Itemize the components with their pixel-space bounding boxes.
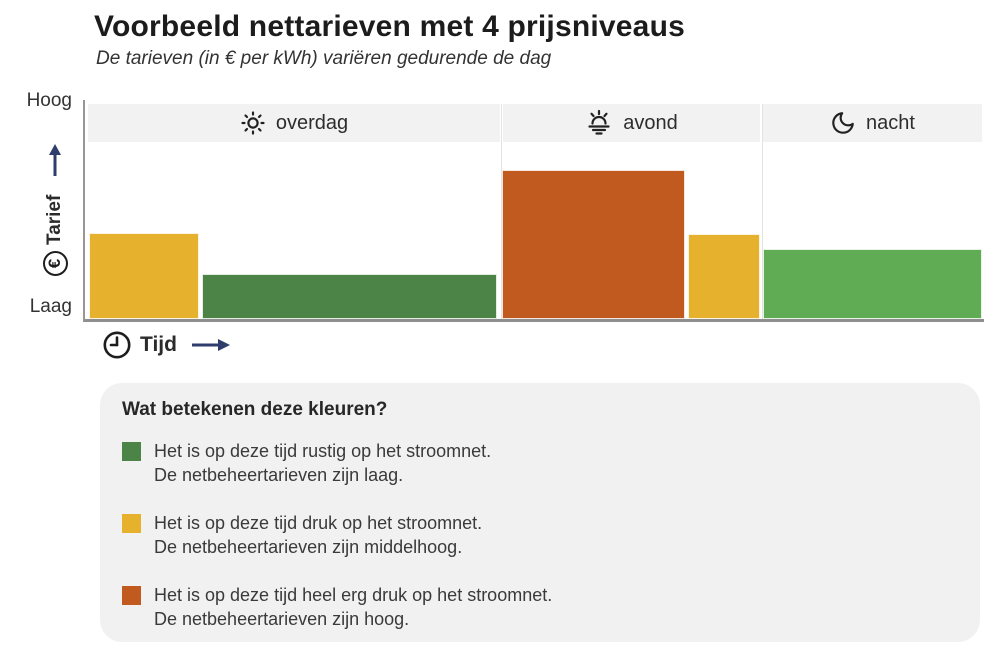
y-axis-label-text: Tarief [44, 194, 65, 245]
sunset-icon [585, 109, 613, 137]
legend-laag-line1: Het is op deze tijd rustig op het stroom… [154, 441, 492, 461]
legend-middelhoog-line2: De netbeheertarieven zijn middelhoog. [154, 537, 463, 557]
bar-nacht-laag [763, 249, 982, 319]
legend-item-middelhoog: Het is op deze tijd druk op het stroomne… [122, 511, 958, 559]
legend-laag-line2: De netbeheertarieven zijn laag. [154, 465, 404, 485]
sun-icon [240, 110, 266, 136]
section-label-avond: avond [623, 111, 678, 134]
legend-box: Wat betekenen deze kleuren? Het is op de… [100, 383, 980, 642]
right-arrow-icon [191, 338, 231, 352]
page-title: Voorbeeld nettarieven met 4 prijsniveaus [94, 10, 685, 43]
legend-hoog-line1: Het is op deze tijd heel erg druk op het… [154, 585, 553, 605]
section-band-avond: avond [503, 104, 760, 142]
y-axis-top-label: Hoog [26, 90, 72, 111]
green-swatch-icon [122, 442, 141, 461]
chart-plot-area: overdag avond [83, 100, 984, 322]
section-band-nacht: nacht [763, 104, 982, 142]
bar-avond-hoog [502, 170, 685, 319]
legend-item-laag: Het is op deze tijd rustig op het stroom… [122, 439, 958, 487]
legend-hoog-line2: De netbeheertarieven zijn hoog. [154, 609, 410, 629]
moon-icon [830, 110, 856, 136]
section-label-overdag: overdag [275, 111, 349, 134]
legend-middelhoog-line1: Het is op deze tijd druk op het stroomne… [154, 513, 483, 533]
section-divider [501, 104, 502, 319]
page-subtitle: De tarieven (in € per kWh) variëren gedu… [96, 48, 552, 69]
clock-icon [102, 330, 132, 360]
legend-item-hoog: Het is op deze tijd heel erg druk op het… [122, 583, 958, 631]
y-axis-label: € Tarief [40, 136, 70, 276]
bar-overdag-laag [202, 274, 497, 319]
legend-items: Het is op deze tijd rustig op het stroom… [122, 439, 958, 631]
bar-avond-middelhoog [688, 234, 760, 319]
orange-swatch-icon [122, 586, 141, 605]
section-label-nacht: nacht [866, 111, 915, 134]
legend-title: Wat betekenen deze kleuren? [122, 399, 388, 420]
bar-overdag-middelhoog [89, 233, 199, 319]
up-arrow-icon [48, 143, 62, 177]
x-axis-label: Tijd [102, 330, 231, 360]
yellow-swatch-icon [122, 514, 141, 533]
euro-icon: € [42, 251, 68, 276]
section-band-overdag: overdag [88, 104, 500, 142]
section-divider [762, 104, 763, 319]
x-axis-label-text: Tijd [140, 333, 177, 356]
y-axis-bottom-label: Laag [29, 296, 72, 317]
